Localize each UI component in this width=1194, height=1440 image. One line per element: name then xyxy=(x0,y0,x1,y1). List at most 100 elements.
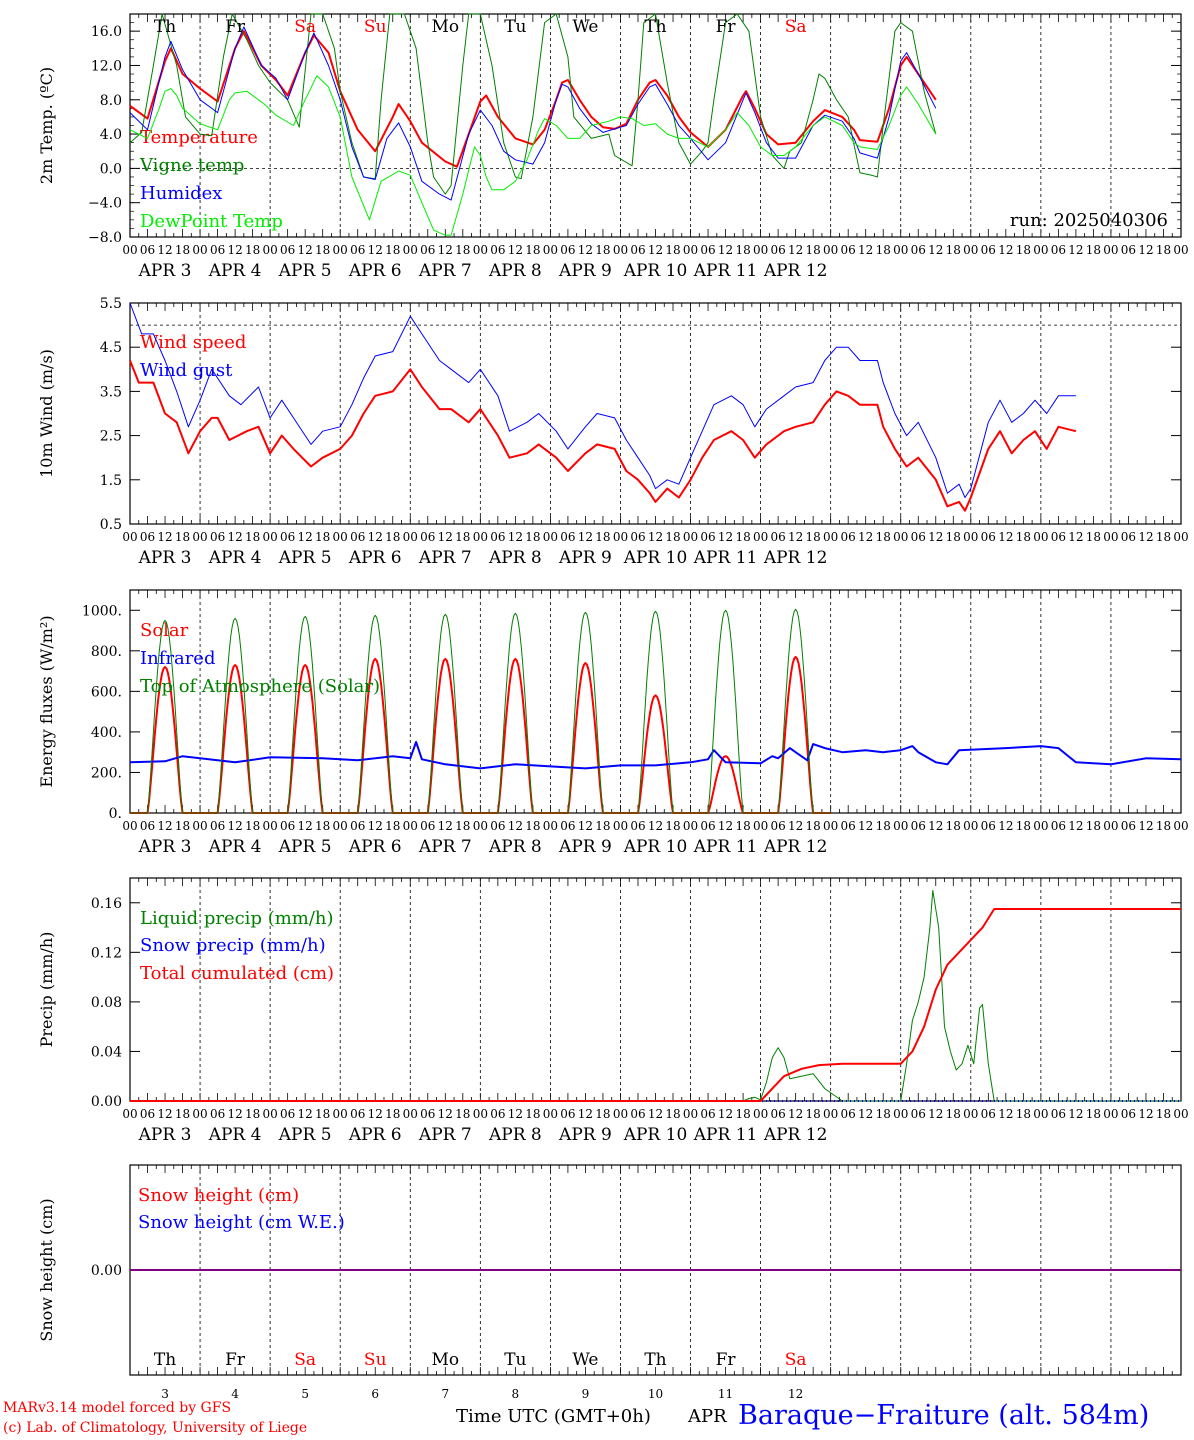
hour-tick-label: 18 xyxy=(1156,1107,1171,1121)
hour-tick-label: 00 xyxy=(1103,530,1118,544)
hour-tick-label: 12 xyxy=(368,1107,383,1121)
hour-tick-label: 18 xyxy=(595,1107,610,1121)
hour-tick-label: 00 xyxy=(613,1107,628,1121)
hour-tick-label: 00 xyxy=(122,1107,137,1121)
hour-tick-label: 06 xyxy=(770,243,785,257)
hour-tick-label: 06 xyxy=(770,819,785,833)
panel-1: 16.0 12.0 8.0 4.0 0.0 −4.0 −8.0 2m Temp. (ºC) Te… xyxy=(37,13,1189,281)
series-line-liquid-precip-mm-h xyxy=(130,889,1181,1102)
hour-tick-label: 18 xyxy=(876,819,891,833)
date-label: APR 9 xyxy=(558,837,612,857)
hour-tick-label: 18 xyxy=(385,530,400,544)
day-name-label: Sa xyxy=(785,1350,807,1370)
hour-tick-label: 00 xyxy=(333,243,348,257)
hour-tick-label: 06 xyxy=(490,530,505,544)
date-label: APR 8 xyxy=(488,837,542,857)
hour-tick-label: 00 xyxy=(192,1107,207,1121)
hour-tick-label: 12 xyxy=(578,530,593,544)
month-label: APR xyxy=(688,1406,727,1427)
hour-tick-label: 00 xyxy=(1033,819,1048,833)
hour-tick-label: 00 xyxy=(683,819,698,833)
hour-tick-label: 00 xyxy=(403,243,418,257)
hour-tick-label: 06 xyxy=(490,243,505,257)
day-name-label: Th xyxy=(644,17,666,37)
hour-tick-label: 00 xyxy=(403,1107,418,1121)
legend-entry: Top of Atmosphere (Solar) xyxy=(140,676,380,697)
y-tick-label: 400. xyxy=(91,725,122,741)
day-number-label: 8 xyxy=(512,1387,520,1401)
hour-tick-label: 06 xyxy=(210,530,225,544)
hour-tick-label: 12 xyxy=(928,819,943,833)
hour-tick-label: 18 xyxy=(665,530,680,544)
day-name-label: Sa xyxy=(294,1350,316,1370)
hour-tick-label: 06 xyxy=(1121,530,1136,544)
hour-tick-label: 18 xyxy=(455,243,470,257)
series-line-humidex xyxy=(129,26,937,201)
hour-tick-label: 00 xyxy=(753,243,768,257)
hour-tick-label: 00 xyxy=(683,530,698,544)
y-tick-label: 600. xyxy=(91,684,122,700)
y-tick-label: 0.5 xyxy=(100,517,122,533)
hour-tick-label: 18 xyxy=(175,243,190,257)
y-tick-label: 3.5 xyxy=(100,384,122,400)
day-number-label: 11 xyxy=(718,1387,733,1401)
hour-tick-label: 00 xyxy=(1033,530,1048,544)
day-number-label: 10 xyxy=(648,1387,663,1401)
hour-tick-label: 00 xyxy=(613,819,628,833)
hour-tick-label: 06 xyxy=(841,1107,856,1121)
y-tick-label: 0.12 xyxy=(91,945,122,961)
hour-tick-label: 18 xyxy=(385,819,400,833)
hour-tick-label: 18 xyxy=(525,243,540,257)
hour-tick-label: 06 xyxy=(981,530,996,544)
hour-tick-label: 18 xyxy=(315,530,330,544)
day-number-label: 3 xyxy=(161,1387,169,1401)
hour-tick-label: 00 xyxy=(823,819,838,833)
hour-tick-label: 00 xyxy=(543,530,558,544)
y-axis-label: Energy fluxes (W/m²) xyxy=(37,615,56,787)
date-label: APR 11 xyxy=(693,1125,758,1145)
hour-tick-label: 00 xyxy=(1173,243,1188,257)
hour-tick-label: 12 xyxy=(368,243,383,257)
date-label: APR 5 xyxy=(278,548,332,568)
y-tick-label: −4.0 xyxy=(88,196,122,212)
hour-tick-label: 06 xyxy=(420,243,435,257)
day-name-label: Fr xyxy=(225,1350,246,1370)
y-tick-label: 200. xyxy=(91,765,122,781)
y-tick-label: 12.0 xyxy=(91,58,122,74)
date-label: APR 3 xyxy=(138,837,192,857)
hour-tick-label: 18 xyxy=(1086,819,1101,833)
y-tick-label: 5.5 xyxy=(100,296,122,312)
hour-tick-label: 18 xyxy=(315,1107,330,1121)
hour-tick-label: 12 xyxy=(227,243,242,257)
hour-tick-label: 00 xyxy=(823,1107,838,1121)
date-label: APR 11 xyxy=(693,548,758,568)
legend-entry: Temperature xyxy=(140,127,258,148)
hour-tick-label: 06 xyxy=(630,819,645,833)
day-name-label: Fr xyxy=(716,1350,737,1370)
date-label: APR 8 xyxy=(488,548,542,568)
hour-tick-label: 06 xyxy=(490,819,505,833)
hour-tick-label: 12 xyxy=(858,1107,873,1121)
day-name-label: Mo xyxy=(431,17,459,37)
legend-entry: Liquid precip (mm/h) xyxy=(140,908,334,929)
hour-tick-label: 12 xyxy=(788,243,803,257)
hour-tick-label: 12 xyxy=(508,530,523,544)
day-name-label: Mo xyxy=(431,1350,459,1370)
y-axis-label: 2m Temp. (ºC) xyxy=(37,67,56,184)
hour-tick-label: 12 xyxy=(648,819,663,833)
hour-tick-label: 00 xyxy=(262,1107,277,1121)
credit-line-2: (c) Lab. of Climatology, University of L… xyxy=(3,1420,308,1436)
date-label: APR 9 xyxy=(558,261,612,281)
hour-tick-label: 00 xyxy=(543,819,558,833)
hour-tick-label: 12 xyxy=(648,530,663,544)
panel-2: 5.5 4.5 3.5 2.5 1.5 0.5 10m Wind (m/s) Wind spe… xyxy=(37,296,1189,568)
run-label: run: 2025040306 xyxy=(1010,210,1168,231)
hour-tick-label: 18 xyxy=(595,243,610,257)
hour-tick-label: 12 xyxy=(298,243,313,257)
hour-tick-label: 18 xyxy=(455,530,470,544)
hour-tick-label: 18 xyxy=(806,1107,821,1121)
hour-tick-label: 06 xyxy=(1051,243,1066,257)
date-label: APR 6 xyxy=(348,548,402,568)
hour-tick-label: 06 xyxy=(140,1107,155,1121)
hour-tick-label: 12 xyxy=(928,1107,943,1121)
